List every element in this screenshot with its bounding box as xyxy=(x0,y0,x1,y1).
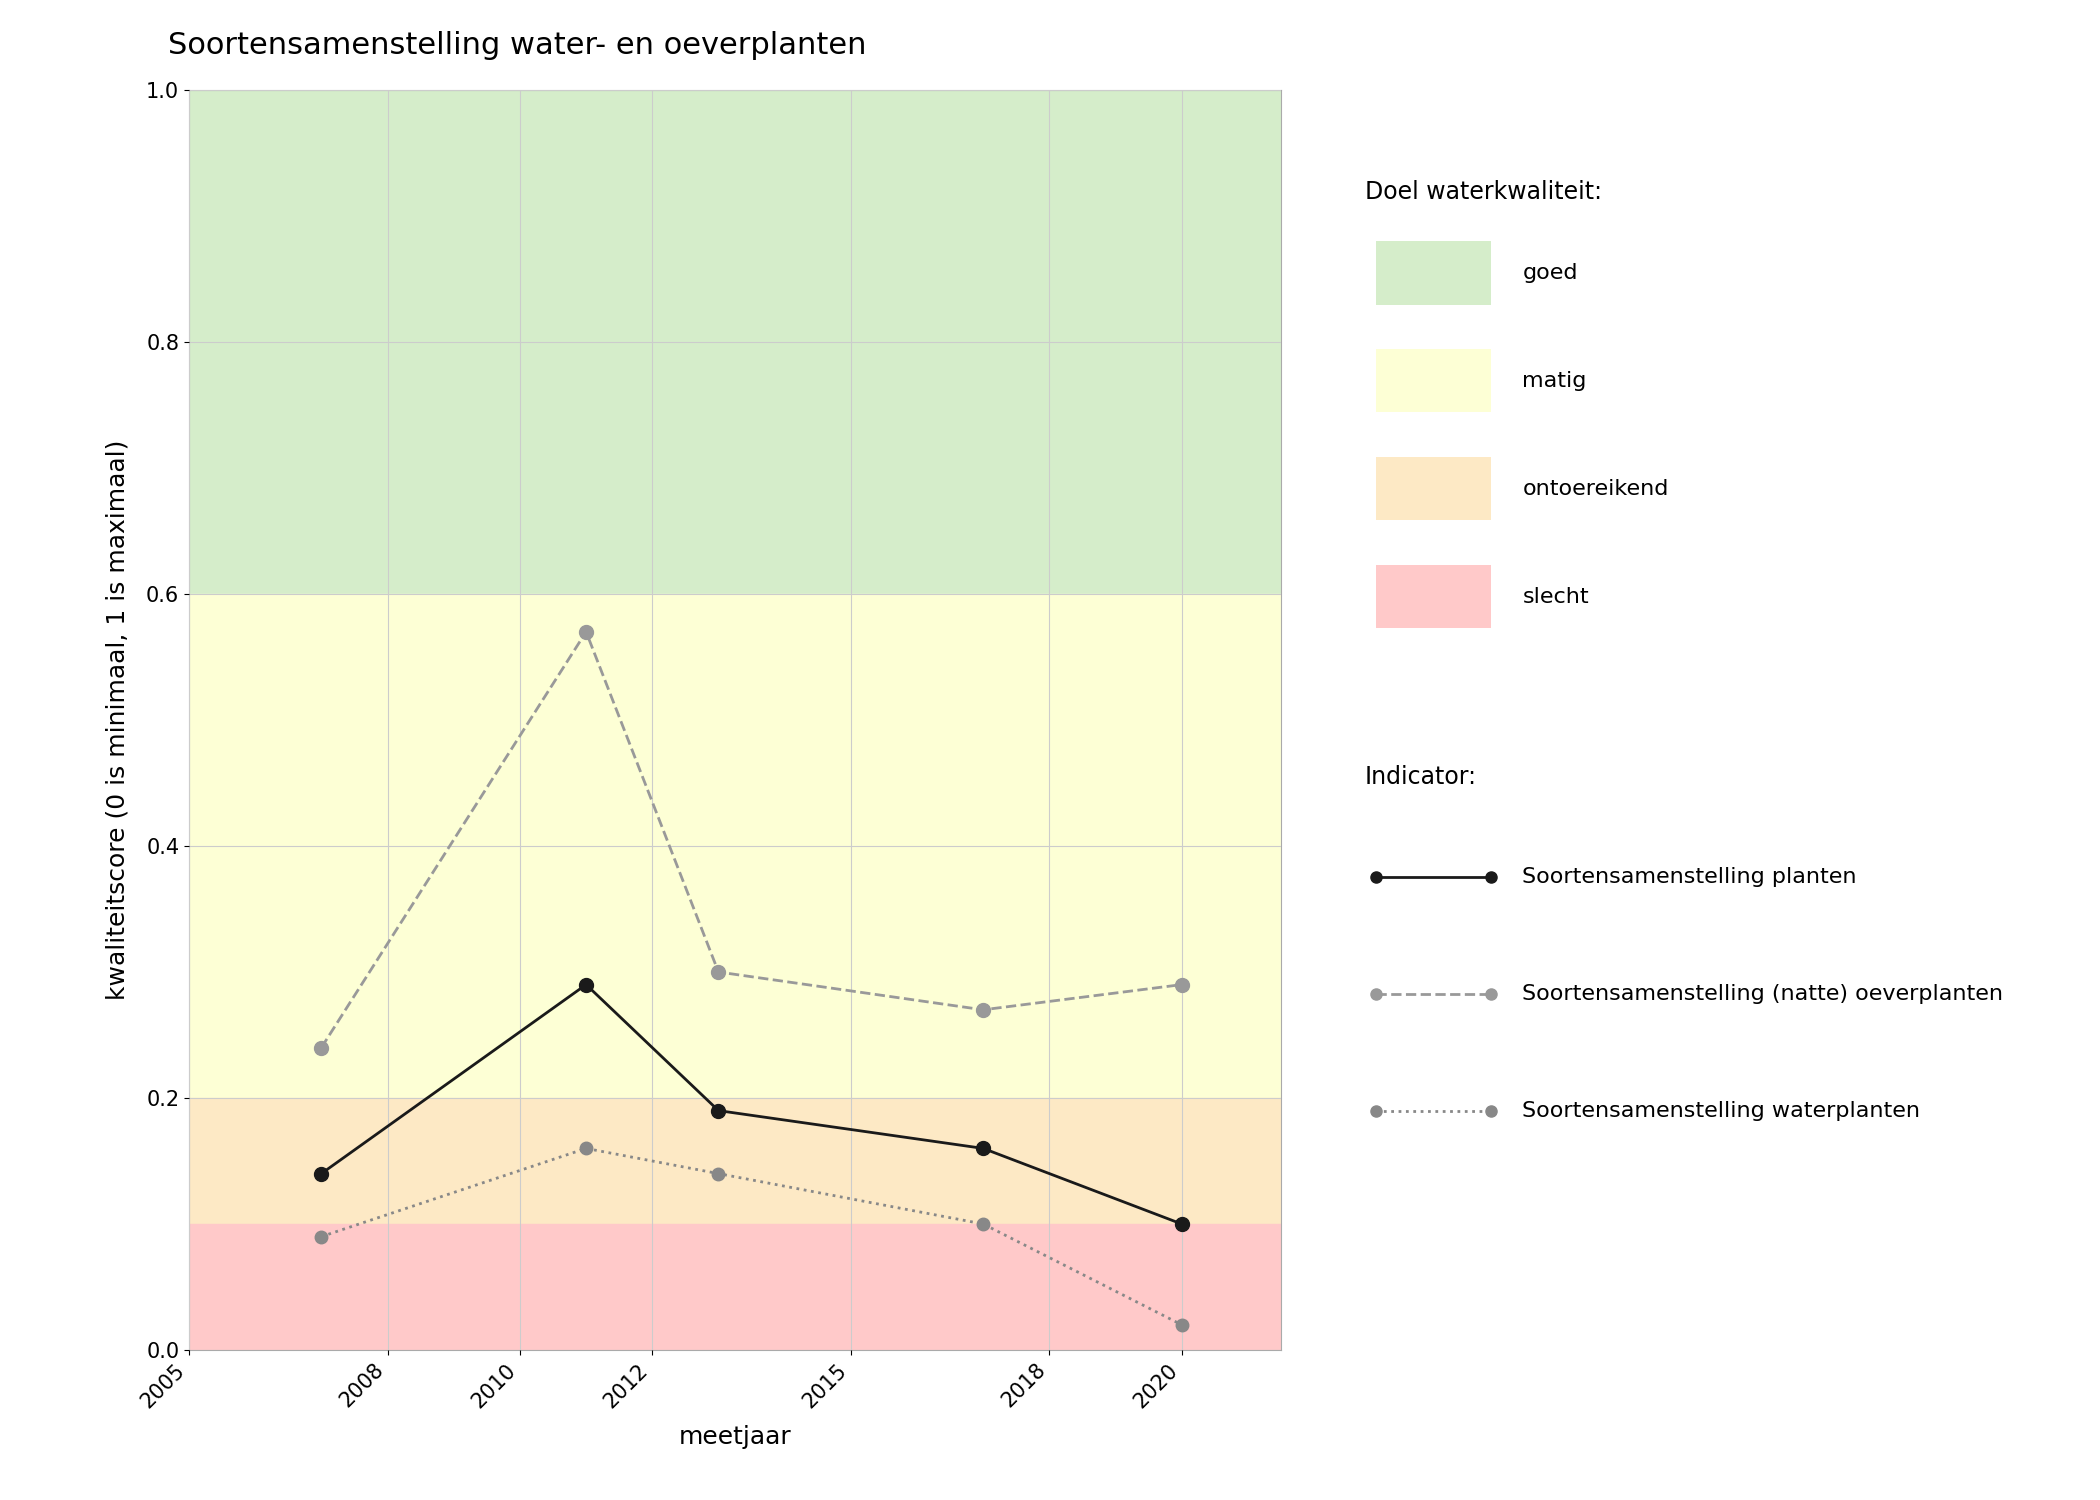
Y-axis label: kwaliteitscore (0 is minimaal, 1 is maximaal): kwaliteitscore (0 is minimaal, 1 is maxi… xyxy=(105,440,130,1001)
Text: goed: goed xyxy=(1522,262,1577,284)
Text: matig: matig xyxy=(1522,370,1588,392)
Bar xyxy=(189,1098,1281,1224)
Text: slecht: slecht xyxy=(1522,586,1590,608)
Text: Indicator:: Indicator: xyxy=(1365,765,1476,789)
Bar xyxy=(189,90,1281,594)
Text: Soortensamenstelling planten: Soortensamenstelling planten xyxy=(1522,867,1856,888)
Bar xyxy=(189,594,1281,1098)
Text: Soortensamenstelling water- en oeverplanten: Soortensamenstelling water- en oeverplan… xyxy=(168,32,867,60)
Text: Soortensamenstelling waterplanten: Soortensamenstelling waterplanten xyxy=(1522,1101,1922,1122)
X-axis label: meetjaar: meetjaar xyxy=(678,1425,792,1449)
Text: Soortensamenstelling (natte) oeverplanten: Soortensamenstelling (natte) oeverplante… xyxy=(1522,984,2003,1005)
Text: Doel waterkwaliteit:: Doel waterkwaliteit: xyxy=(1365,180,1602,204)
Bar xyxy=(189,1224,1281,1350)
Text: ontoereikend: ontoereikend xyxy=(1522,478,1670,500)
